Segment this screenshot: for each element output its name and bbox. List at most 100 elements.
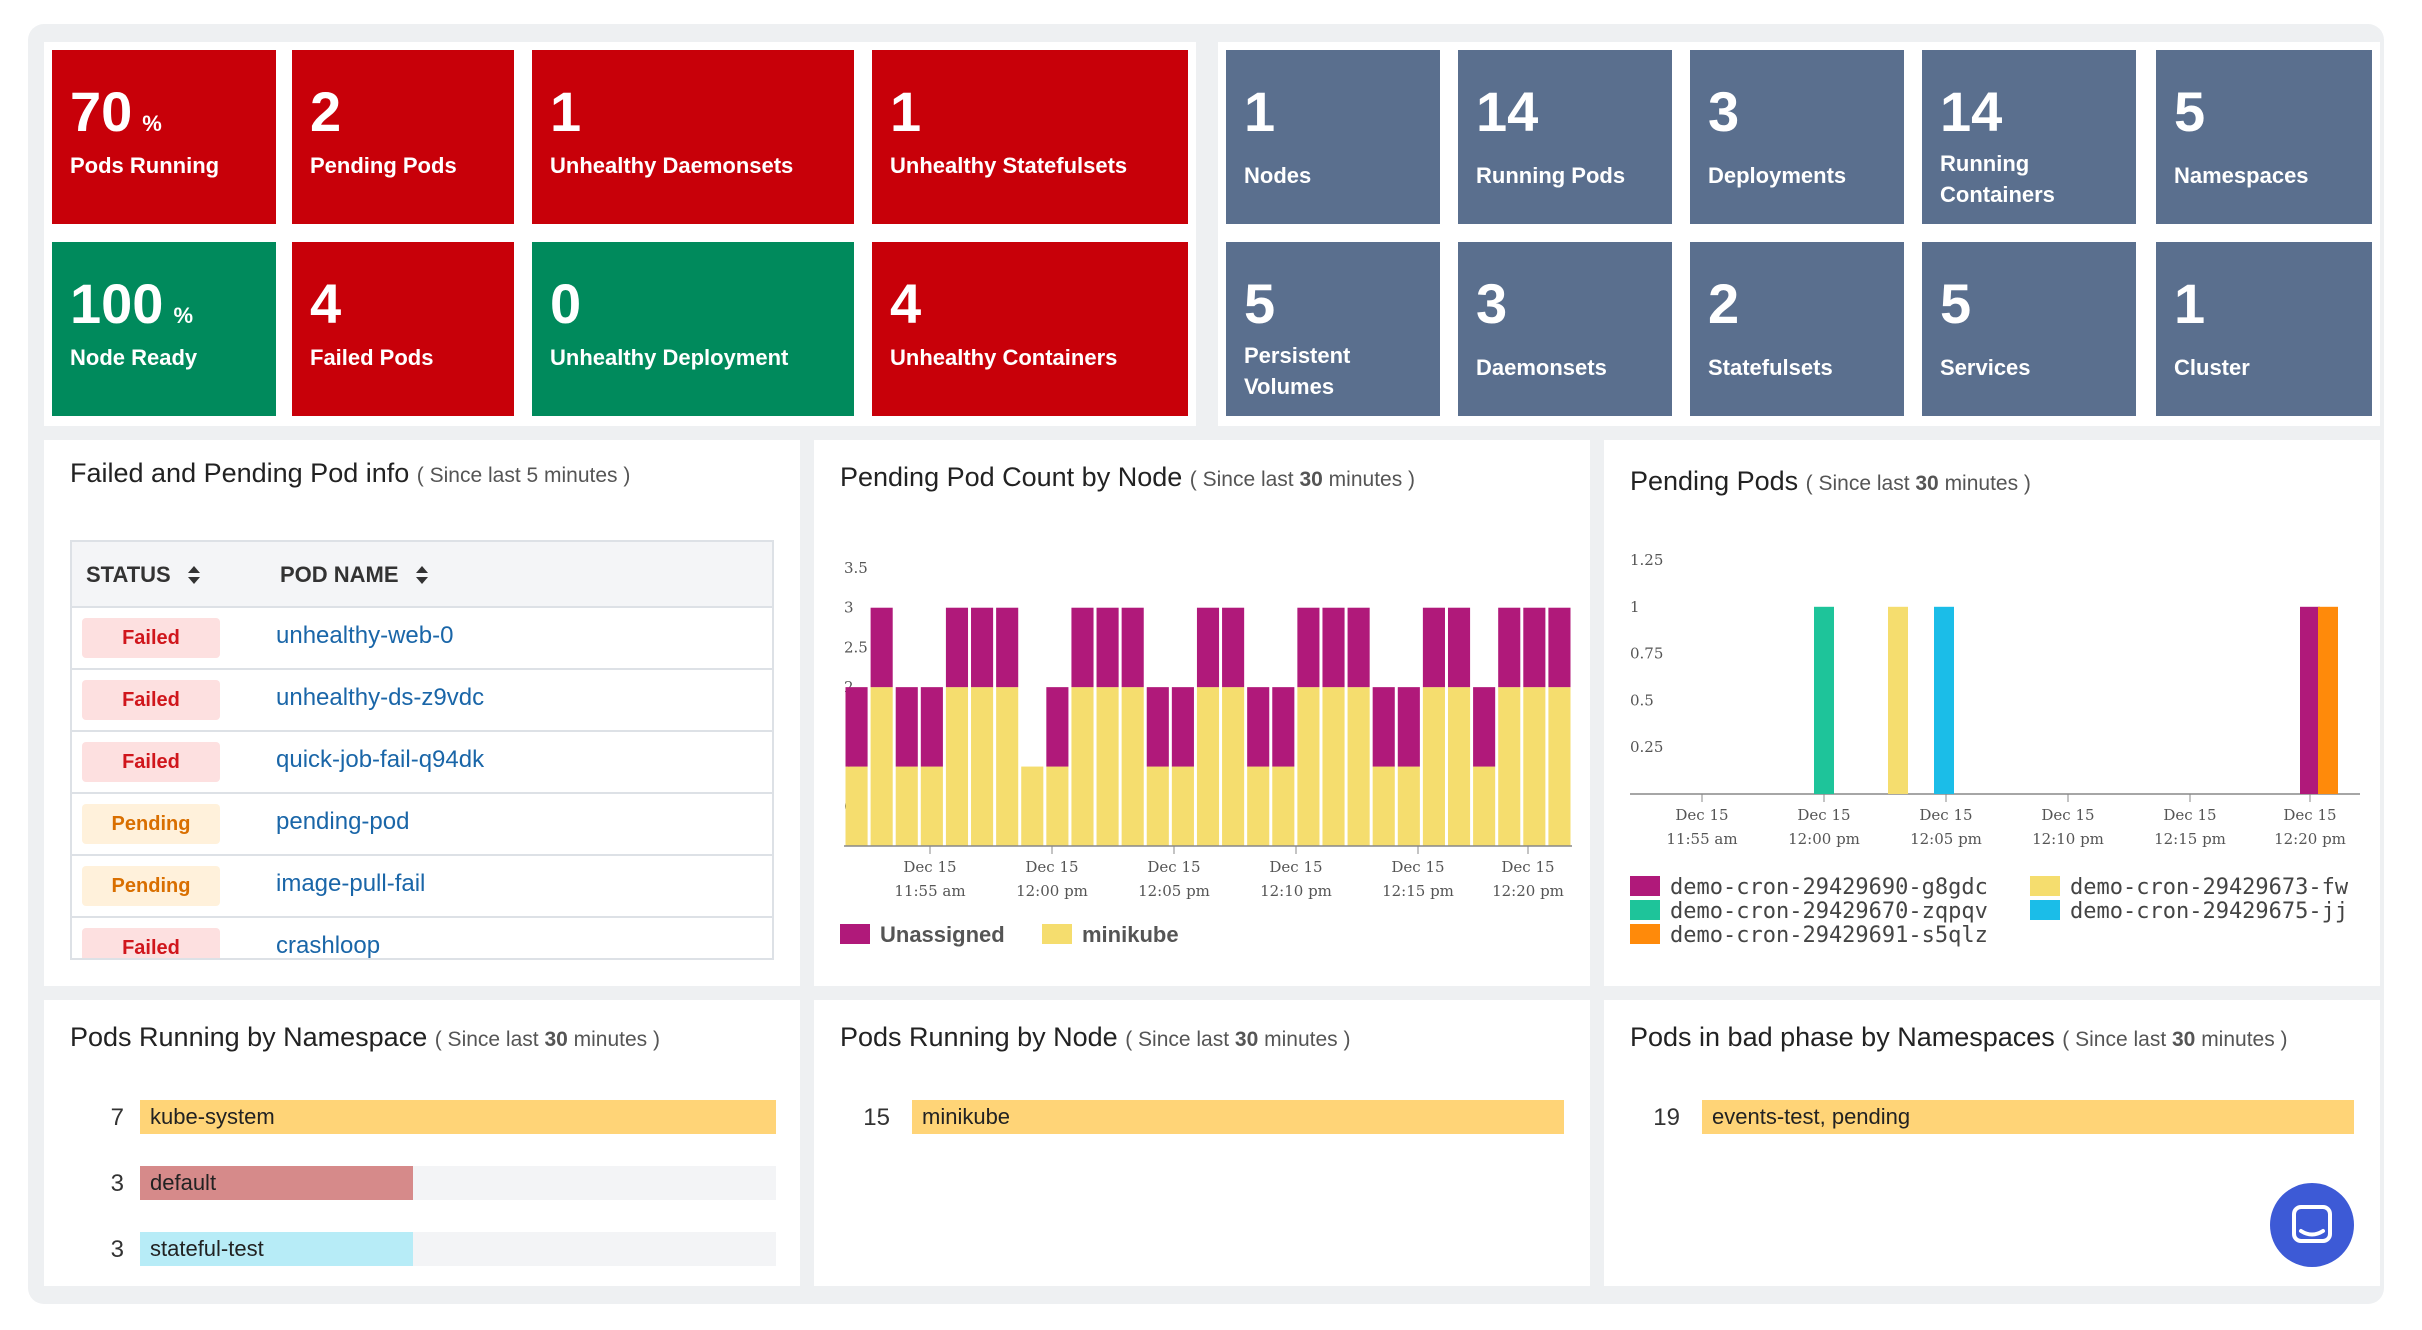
tile-node-ready[interactable]: 100% Node Ready [52,242,276,416]
bar-stateful-test[interactable]: stateful-test [140,1232,413,1266]
x-tick-label: Dec 15 [1147,858,1200,876]
bar-unassigned [1096,607,1119,688]
x-tick-label: Dec 15 [2041,806,2094,824]
tile-namespaces[interactable]: 5 Namespaces [2156,50,2372,224]
tile-services[interactable]: 5 Services [1922,242,2136,416]
legend-item[interactable]: demo-cron-29429690-g8gdc [1630,874,1988,900]
x-tick-label: Dec 15 [1675,806,1728,824]
tile-nodes[interactable]: 1 Nodes [1226,50,1440,224]
tile-unhealthy-containers[interactable]: 4 Unhealthy Containers [872,242,1188,416]
bar-unassigned [1322,607,1345,688]
legend-item[interactable]: demo-cron-29429691-s5qlz [1630,922,1988,948]
bar-demo-cron-29429673-fw [1888,606,1908,794]
bar-unassigned [1447,607,1471,688]
tile-daemonsets[interactable]: 3 Daemonsets [1458,242,1672,416]
status-column-header[interactable]: STATUS [86,562,201,588]
sort-icon[interactable] [187,565,201,585]
bar-minikube [1121,687,1144,846]
pending-pods-chart: 1.25 1 0.75 0.5 0.25 Dec 15 11:55 am Dec 15 12:0… [1630,551,2360,848]
pod-name-link[interactable]: unhealthy-ds-z9vdc [276,684,485,711]
bar-unassigned [845,687,868,767]
bar-minikube [1222,687,1245,846]
tile-deployments[interactable]: 3 Deployments [1690,50,1904,224]
bar-value: 3 [110,1170,124,1197]
bar-minikube [1196,687,1220,846]
bar-kube-system[interactable]: kube-system [140,1100,776,1134]
bar-unassigned [1272,687,1295,767]
table-row[interactable]: Failed unhealthy-ds-z9vdc [72,670,772,732]
legend-item[interactable]: Unassigned [840,922,1005,948]
x-tick-label: 11:55 am [894,882,965,900]
x-tick-label: 12:05 pm [1910,830,1982,848]
table-row[interactable]: Failed crashloop [72,918,772,959]
legend-item[interactable]: demo-cron-29429675-jj [2030,898,2348,924]
bar-value: 19 [1653,1104,1680,1131]
tile-pods-running[interactable]: 70% Pods Running [52,50,276,224]
bar-demo-cron-29429675-jj [1934,606,1954,794]
tile-failed-pods[interactable]: 4 Failed Pods [292,242,514,416]
bar-minikube [1347,687,1370,846]
bar-unassigned [895,687,918,767]
table-row[interactable]: Failed unhealthy-web-0 [72,608,772,670]
bar-minikube [996,687,1019,846]
y-tick-label: 2 [844,678,854,696]
bar-minikube [1473,766,1496,846]
y-tick-label: 0.5 [1630,691,1654,709]
chat-icon [2292,1205,2332,1243]
bar-default[interactable]: default [140,1166,413,1200]
tile-unhealthy-deployment[interactable]: 0 Unhealthy Deployment [532,242,854,416]
pod-table: STATUS POD NAME Failed unhealthy-web-0 F… [70,540,774,960]
bar-minikube[interactable]: minikube [912,1100,1564,1134]
x-tick-label: Dec 15 [1501,858,1554,876]
tile-pending-pods[interactable]: 2 Pending Pods [292,50,514,224]
tile-running-pods[interactable]: 14 Running Pods [1458,50,1672,224]
bar-minikube [1422,687,1445,846]
legend-swatch [2030,900,2060,920]
x-tick-label: 12:15 pm [2154,830,2226,848]
pod-name-column-header[interactable]: POD NAME [280,562,429,588]
bar-value: 7 [110,1104,124,1131]
pod-name-link[interactable]: quick-job-fail-q94dk [276,746,485,773]
bar-unassigned [1397,687,1420,767]
tile-statefulsets[interactable]: 2 Statefulsets [1690,242,1904,416]
bar-minikube [1046,766,1069,846]
pods-by-node-card: Pods Running by Node ( Since last 30 min… [814,1000,1590,1286]
x-tick-label: 12:00 pm [1788,830,1860,848]
tile-cluster[interactable]: 1 Cluster [2156,242,2372,416]
x-tick-label: Dec 15 [1269,858,1322,876]
x-tick-label: 12:15 pm [1382,882,1454,900]
pod-name-link[interactable]: image-pull-fail [276,870,426,897]
bar-minikube [1146,766,1169,846]
legend-item[interactable]: demo-cron-29429673-fw [2030,874,2348,900]
table-row[interactable]: Failed quick-job-fail-q94dk [72,732,772,794]
card-title: Pending Pod Count by Node ( Since last 3… [840,462,1416,492]
bar-unassigned [1297,607,1320,688]
tile-unhealthy-daemonsets[interactable]: 1 Unhealthy Daemonsets [532,50,854,224]
y-tick-label: 0.75 [1630,645,1663,663]
tile-running-containers[interactable]: 14 Running Containers [1922,50,2136,224]
bar-events-test-pending[interactable]: events-test, pending [1702,1100,2354,1134]
status-badge: Failed [82,928,220,958]
pod-name-link[interactable]: pending-pod [276,808,410,835]
bar-minikube [945,687,969,846]
bar-minikube [1096,687,1119,846]
bar-minikube [870,687,893,846]
legend-item[interactable]: minikube [1042,922,1179,948]
bar-minikube [1272,766,1295,846]
legend-item[interactable]: demo-cron-29429670-zqpqv [1630,898,1988,924]
table-row[interactable]: Pending pending-pod [72,794,772,856]
sort-icon[interactable] [415,565,429,585]
bar-unassigned [1347,607,1370,688]
tile-unhealthy-statefulsets[interactable]: 1 Unhealthy Statefulsets [872,50,1188,224]
bar-minikube [1247,766,1270,846]
chat-launcher-button[interactable] [2270,1183,2354,1267]
table-header: STATUS POD NAME [72,542,772,608]
tile-persistent-volumes[interactable]: 5 Persistent Volumes [1226,242,1440,416]
pod-name-link[interactable]: crashloop [276,932,381,959]
table-row[interactable]: Pending image-pull-fail [72,856,772,918]
legend-swatch [1630,876,1660,896]
bar-unassigned [1222,607,1245,688]
pod-name-link[interactable]: unhealthy-web-0 [276,622,454,649]
x-tick-label: 12:10 pm [1260,882,1332,900]
